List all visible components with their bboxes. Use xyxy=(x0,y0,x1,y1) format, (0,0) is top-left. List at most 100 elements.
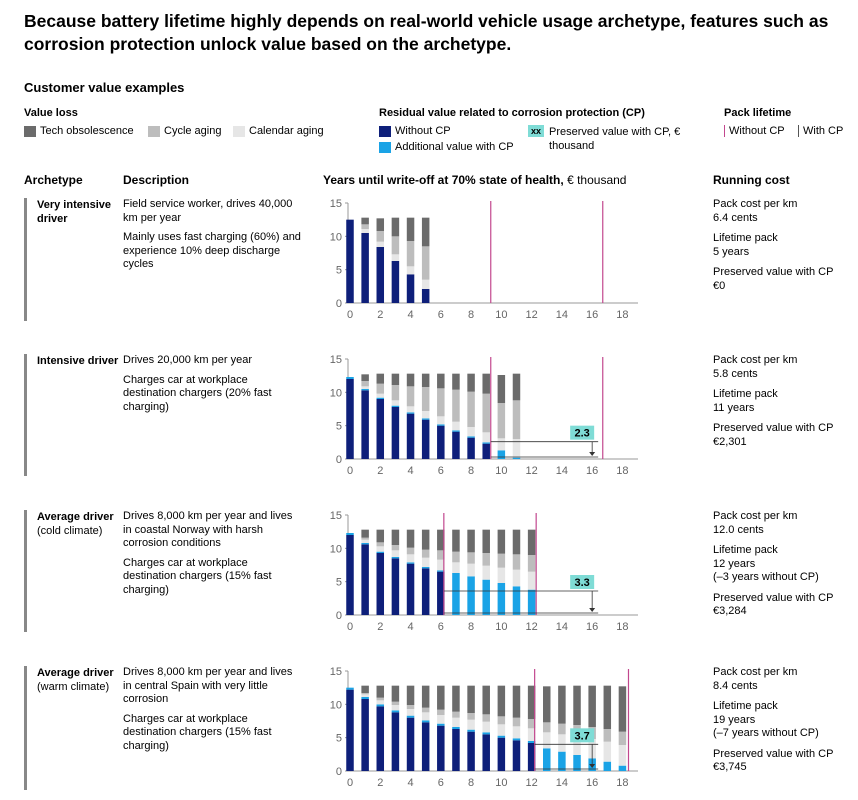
legend-pack-with-line xyxy=(798,125,799,137)
bar-segment xyxy=(346,687,354,690)
col-chart: Years until write-off at 70% state of he… xyxy=(323,173,626,187)
bar-segment xyxy=(452,717,460,727)
legend-without-cp-label: Without CP xyxy=(395,125,451,137)
bar-segment xyxy=(361,229,369,233)
page-subtitle: Customer value examples xyxy=(24,80,185,95)
bar-segment xyxy=(497,567,506,583)
bar-segment xyxy=(452,430,460,432)
archetype-title: Average driver xyxy=(37,511,114,523)
legend-tech-swatch xyxy=(24,125,36,137)
x-tick-label: 8 xyxy=(468,309,474,321)
chart-average-warm: 0 5 10 15 0 2 4 6 8 10 12 14 16 18 3.7 xyxy=(330,666,638,789)
bar-segment xyxy=(376,397,385,399)
bar-segment xyxy=(421,419,430,459)
bar-segment xyxy=(543,686,551,723)
bar-segment xyxy=(376,697,385,701)
bar-segment xyxy=(543,722,551,733)
bar-segment xyxy=(512,717,521,727)
archetype-name: Intensive driver xyxy=(37,354,122,368)
bar-segment xyxy=(452,373,460,390)
col-running: Running cost xyxy=(713,173,790,187)
bar-segment xyxy=(361,217,369,225)
bar-segment xyxy=(391,254,400,261)
bar-segment xyxy=(543,748,551,771)
bar-segment xyxy=(437,570,445,572)
y-tick-label: 15 xyxy=(330,666,342,678)
bar-segment xyxy=(497,685,506,717)
bar-segment xyxy=(421,387,430,411)
bar-segment xyxy=(482,732,490,735)
legend-pack-without: Without CP xyxy=(724,125,785,137)
bar-segment xyxy=(467,552,475,564)
bar-segment xyxy=(406,562,415,564)
bar-segment xyxy=(346,689,354,771)
x-tick-label: 12 xyxy=(525,621,537,633)
col-description: Description xyxy=(123,173,190,187)
bar-segment xyxy=(346,377,354,379)
bar-segment xyxy=(437,709,445,715)
bar-segment xyxy=(482,442,490,444)
bar-segment xyxy=(391,385,400,401)
preserved-arrow-head xyxy=(589,764,596,768)
running-cost: Pack cost per km 12.0 cents Lifetime pack… xyxy=(713,510,853,626)
x-tick-label: 16 xyxy=(586,777,598,789)
rc-value: 5 years xyxy=(713,245,750,258)
bar-segment xyxy=(618,765,627,771)
bar-segment xyxy=(421,418,430,420)
bar-segment xyxy=(512,726,521,739)
bar-segment xyxy=(527,719,536,729)
x-tick-label: 18 xyxy=(616,465,628,477)
x-tick-label: 8 xyxy=(468,777,474,789)
bar-segment xyxy=(421,567,430,569)
bar-segment xyxy=(361,539,369,543)
x-tick-label: 14 xyxy=(556,465,568,477)
x-tick-label: 12 xyxy=(525,465,537,477)
bar-segment xyxy=(376,553,385,615)
rc-key: Pack cost per km xyxy=(713,354,798,366)
col-chart-bold: Years until write-off at 70% state of he… xyxy=(323,173,564,187)
bar-segment xyxy=(497,403,506,439)
x-tick-label: 0 xyxy=(347,309,353,321)
bar-segment xyxy=(406,705,415,709)
bar-segment xyxy=(376,399,385,459)
bar-segment xyxy=(588,685,596,727)
desc-line: Charges car at workplace destination cha… xyxy=(123,373,272,413)
row-description: Field service worker, drives 40,000 km p… xyxy=(123,198,303,278)
bar-segment xyxy=(361,390,369,459)
x-tick-label: 10 xyxy=(495,465,507,477)
legend-pack-without-line xyxy=(724,125,725,137)
preserved-badge xyxy=(570,728,595,743)
chart-intensive: 0 5 10 15 0 2 4 6 8 10 12 14 16 18 2.3 xyxy=(330,354,638,477)
bar-segment xyxy=(437,723,445,726)
desc-line: Drives 20,000 km per year xyxy=(123,354,252,366)
bar-segment xyxy=(467,713,475,720)
bar-segment xyxy=(452,551,460,563)
bar-segment xyxy=(391,705,400,711)
bar-segment xyxy=(482,721,490,733)
bar-segment xyxy=(482,565,490,580)
archetype-subtitle: (cold climate) xyxy=(37,525,103,537)
chart-average-cold: 0 5 10 15 0 2 4 6 8 10 12 14 16 18 3.3 xyxy=(330,510,638,633)
x-tick-label: 18 xyxy=(616,621,628,633)
bar-segment xyxy=(406,715,415,718)
bar-segment xyxy=(512,554,521,570)
row-accent-bar xyxy=(24,354,27,476)
bar-segment xyxy=(421,685,430,708)
rc-key: Preserved value with CP xyxy=(713,422,834,434)
bar-segment xyxy=(406,241,415,267)
legend-cycle-swatch xyxy=(148,125,160,137)
y-tick-label: 0 xyxy=(336,766,342,778)
x-tick-label: 0 xyxy=(347,465,353,477)
legend-calendar-label: Calendar aging xyxy=(249,125,324,137)
bar-segment xyxy=(421,289,430,303)
bar-segment xyxy=(618,745,627,766)
bar-segment xyxy=(421,549,430,558)
x-tick-label: 10 xyxy=(495,777,507,789)
legend-cycle-label: Cycle aging xyxy=(164,125,222,137)
rc-value: 11 years xyxy=(713,401,755,414)
bar-segment xyxy=(406,717,415,771)
bar-segment xyxy=(346,219,354,303)
x-tick-label: 14 xyxy=(556,777,568,789)
y-tick-label: 5 xyxy=(336,733,342,745)
row-description: Drives 8,000 km per year and lives in co… xyxy=(123,510,303,603)
